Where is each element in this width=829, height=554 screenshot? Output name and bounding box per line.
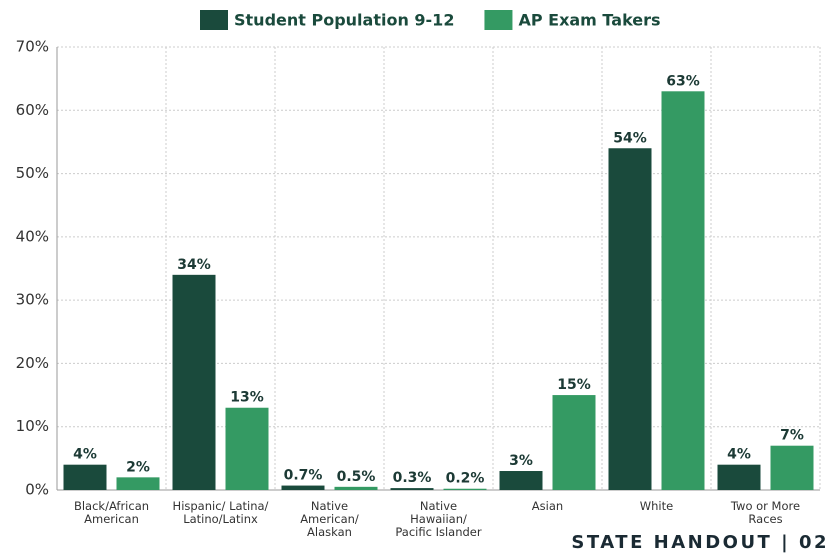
y-tick-label: 30%: [16, 291, 49, 309]
bar: [661, 91, 705, 491]
bar: [770, 445, 814, 490]
bar: [281, 485, 325, 490]
x-tick-label: Hispanic/ Latina/ Latino/Latinx: [172, 499, 269, 526]
value-label: 15%: [557, 377, 591, 393]
legend-swatch: [200, 10, 228, 30]
x-tick-label: White: [639, 499, 674, 513]
value-label: 63%: [666, 73, 700, 89]
x-tick-label: Native Hawaiian/ Pacific Islander: [395, 499, 482, 539]
bar: [116, 477, 160, 490]
bar: [390, 488, 434, 490]
value-label: 34%: [177, 257, 211, 273]
legend-label: AP Exam Takers: [518, 11, 660, 30]
bar: [717, 464, 761, 490]
y-tick-label: 50%: [16, 164, 49, 182]
value-label: 4%: [73, 447, 97, 463]
value-label: 0.2%: [446, 471, 485, 487]
x-tick-label: Black/African American: [73, 499, 150, 526]
legend-label: Student Population 9-12: [234, 11, 454, 30]
bar: [552, 395, 596, 490]
y-tick-label: 70%: [16, 38, 49, 56]
y-tick-label: 40%: [16, 227, 49, 245]
bar: [172, 274, 216, 490]
y-tick-label: 20%: [16, 354, 49, 372]
bar: [608, 148, 652, 490]
value-label: 0.3%: [393, 470, 432, 486]
value-label: 3%: [509, 453, 533, 469]
bar: [63, 464, 107, 490]
value-label: 2%: [126, 459, 150, 475]
value-label: 13%: [230, 390, 264, 406]
y-tick-label: 0%: [25, 481, 49, 499]
footer: STATE HANDOUT | 02: [571, 532, 829, 553]
bar: [225, 407, 269, 490]
value-label: 7%: [780, 428, 804, 444]
value-label: 0.5%: [337, 469, 376, 485]
value-label: 0.7%: [284, 468, 323, 484]
bar: [443, 488, 487, 490]
x-tick-label: Asian: [531, 499, 564, 513]
y-tick-label: 60%: [16, 101, 49, 119]
bar: [334, 486, 378, 490]
x-tick-label: Native American/ Alaskan: [300, 499, 359, 539]
bar: [499, 471, 543, 490]
y-tick-label: 10%: [16, 417, 49, 435]
value-label: 4%: [727, 447, 751, 463]
legend-swatch: [484, 10, 513, 30]
x-tick-label: Two or More Races: [730, 499, 801, 526]
value-label: 54%: [613, 130, 647, 146]
